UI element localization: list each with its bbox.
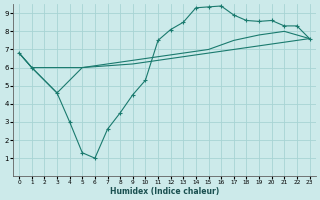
X-axis label: Humidex (Indice chaleur): Humidex (Indice chaleur) <box>110 187 219 196</box>
